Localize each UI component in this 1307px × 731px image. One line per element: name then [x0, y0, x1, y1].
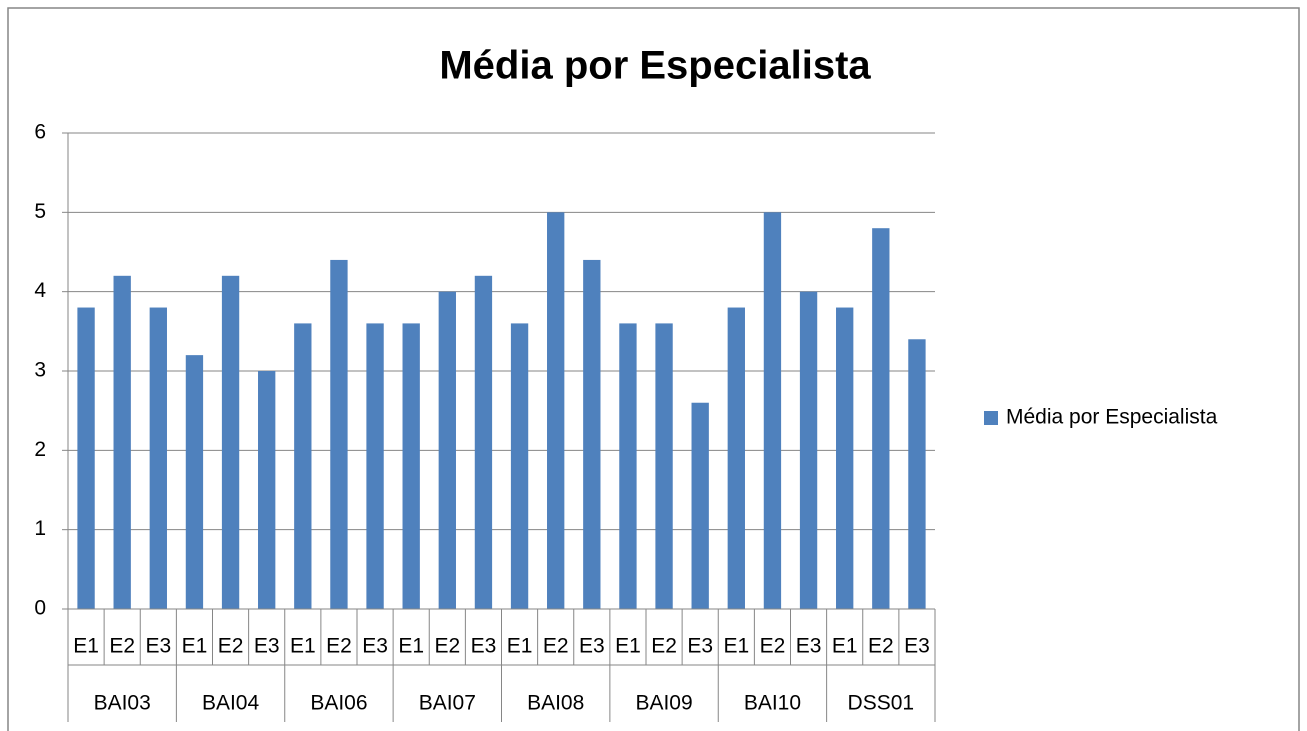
x-tick-label: E3: [145, 635, 171, 658]
legend-label: Média por Especialista: [1006, 406, 1218, 429]
x-tick-label: E3: [471, 635, 497, 658]
bar: [402, 323, 420, 609]
y-tick-label: 2: [34, 438, 46, 461]
legend-swatch: [984, 411, 998, 425]
x-tick-label: E1: [182, 635, 208, 658]
x-tick-label: E1: [290, 635, 316, 658]
bar: [258, 371, 276, 609]
x-tick-label: E1: [398, 635, 424, 658]
group-label: BAI04: [202, 692, 260, 715]
x-tick-label: E1: [615, 635, 641, 658]
group-label: BAI09: [635, 692, 692, 715]
x-tick-label: E1: [73, 635, 99, 658]
bar: [691, 402, 709, 609]
group-label: BAI10: [744, 692, 801, 715]
y-tick-label: 6: [34, 121, 46, 144]
y-tick-label: 0: [34, 597, 46, 620]
bar: [583, 259, 601, 609]
x-tick-label: E2: [543, 635, 569, 658]
bar: [149, 307, 167, 609]
y-tick-label: 5: [34, 200, 46, 223]
bar: [438, 291, 456, 609]
x-tick-label: E3: [904, 635, 930, 658]
bar: [836, 307, 854, 609]
y-tick-label: 3: [34, 359, 46, 382]
bar: [330, 259, 348, 609]
x-tick-label: E3: [796, 635, 822, 658]
x-tick-label: E3: [254, 635, 280, 658]
bar: [510, 323, 529, 609]
x-tick-label: E2: [326, 635, 352, 658]
x-tick-label: E2: [760, 635, 786, 658]
bar: [872, 228, 890, 609]
bar: [727, 307, 745, 609]
chart-title: Média por Especialista: [439, 44, 871, 88]
y-tick-label: 4: [34, 279, 46, 302]
bar: [799, 291, 818, 609]
x-tick-label: E2: [109, 635, 135, 658]
group-label: BAI07: [419, 692, 476, 715]
bar: [221, 275, 240, 609]
x-tick-label: E1: [832, 635, 858, 658]
bar: [655, 323, 673, 609]
x-tick-label: E3: [362, 635, 388, 658]
y-tick-label: 1: [34, 517, 46, 540]
x-tick-label: E2: [651, 635, 677, 658]
x-tick-label: E3: [687, 635, 713, 658]
bar: [77, 307, 95, 609]
x-tick-label: E3: [579, 635, 605, 658]
bar: [908, 339, 926, 609]
x-tick-label: E2: [218, 635, 244, 658]
x-tick-label: E2: [868, 635, 894, 658]
x-tick-label: E1: [723, 635, 749, 658]
bar: [294, 323, 312, 609]
group-label: BAI06: [310, 692, 367, 715]
bar: [763, 212, 782, 610]
bar: [366, 323, 384, 609]
x-tick-label: E1: [507, 635, 533, 658]
group-label: BAI03: [94, 692, 151, 715]
bar: [185, 355, 204, 609]
bar: [547, 212, 565, 610]
group-label: DSS01: [848, 692, 915, 715]
bar: [474, 275, 493, 609]
bar: [619, 323, 637, 609]
bar: [113, 275, 131, 609]
x-tick-label: E2: [434, 635, 460, 658]
group-label: BAI08: [527, 692, 584, 715]
